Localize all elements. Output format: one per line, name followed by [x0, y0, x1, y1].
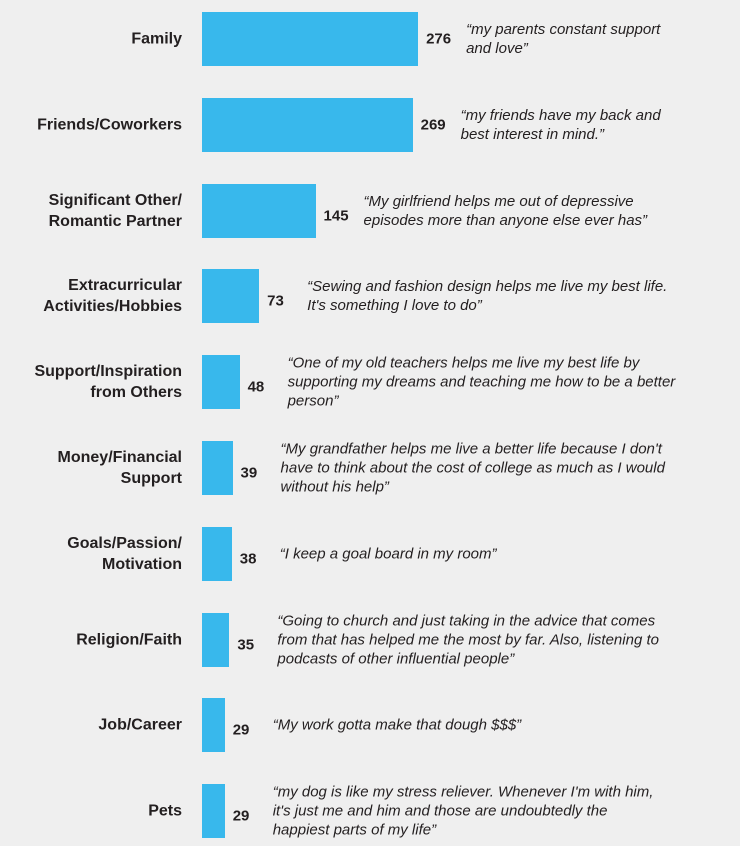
category-label: Family [131, 30, 182, 48]
quote: “my friends have my back and best intere… [460, 106, 661, 143]
value-label: 39 [240, 464, 258, 482]
category-label: Support/Inspiration from Others [34, 363, 182, 402]
value-label: 48 [247, 378, 265, 396]
quote: “Going to church and just taking in the … [277, 612, 659, 668]
bar [202, 97, 413, 152]
bar [202, 526, 232, 581]
value-label: 29 [232, 721, 250, 739]
category-label: Significant Other/ Romantic Partner [48, 191, 182, 230]
bar [202, 183, 316, 238]
quote: “My girlfriend helps me out of depressiv… [363, 192, 648, 229]
category-label: Pets [148, 802, 182, 820]
quote: “I keep a goal board in my room” [279, 545, 497, 563]
bar [202, 441, 233, 495]
value-label: 38 [239, 550, 257, 568]
value-label: 29 [232, 807, 250, 825]
category-label: Money/Financial Support [57, 449, 182, 487]
value-label: 276 [426, 30, 452, 48]
quote: “My work gotta make that dough $$$” [272, 716, 522, 734]
quote: “my dog is like my stress reliever. When… [272, 783, 654, 839]
bar [202, 784, 225, 839]
quote: “Sewing and fashion design helps me live… [307, 278, 668, 315]
category-label: Religion/Faith [76, 631, 182, 649]
category-label: Friends/Coworkers [37, 116, 182, 134]
value-label: 145 [323, 207, 349, 225]
quote: “my parents constant support and love” [466, 21, 661, 57]
quote: “One of my old teachers helps me live my… [287, 354, 676, 410]
quote: “My grandfather helps me live a better l… [280, 440, 665, 496]
bar [202, 698, 225, 753]
category-label: Extracurricular Activities/Hobbies [43, 277, 182, 316]
value-label: 73 [267, 292, 284, 310]
bar [202, 12, 419, 66]
bar [202, 269, 260, 324]
category-label: Goals/Passion/ Motivation [67, 534, 182, 573]
value-label: 35 [237, 636, 255, 654]
bar [202, 612, 230, 667]
value-label: 269 [420, 116, 446, 134]
category-label: Job/Career [98, 716, 182, 734]
bar [202, 355, 240, 410]
